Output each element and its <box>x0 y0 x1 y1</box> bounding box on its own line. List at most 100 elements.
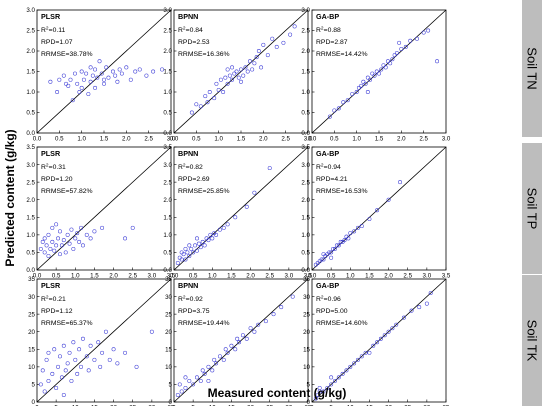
data-point <box>218 77 223 82</box>
x-tick-label: 0.5 <box>327 273 336 280</box>
rpd-label: RPD=1.12 <box>41 308 73 315</box>
r2-value: 0.84 <box>190 27 203 34</box>
y-tick-label: 0.5 <box>301 110 310 117</box>
data-point <box>334 243 339 248</box>
data-point <box>102 81 106 86</box>
x-tick-label: 0.0 <box>170 136 179 143</box>
data-point <box>367 217 372 222</box>
y-tick-label: 35 <box>28 276 35 283</box>
data-point <box>221 90 226 94</box>
y-tick-label: 30 <box>303 294 310 301</box>
data-point <box>193 243 198 248</box>
x-tick-label: 10 <box>72 405 79 406</box>
data-point <box>61 343 66 348</box>
data-point <box>65 232 70 237</box>
data-point <box>123 236 128 241</box>
scatter-panel: 0 0 5 5 10 10 15 15 20 20 25 25 30 30 35 35 BPNN R2=0.92 R… <box>165 276 312 406</box>
data-point <box>223 75 228 80</box>
data-point <box>183 246 188 251</box>
data-point <box>359 354 364 359</box>
data-point <box>59 243 64 248</box>
rpd-label: RPD=5.00 <box>316 308 348 315</box>
model-label: PLSR <box>41 281 61 290</box>
data-point <box>54 385 59 390</box>
x-tick-label: 1.0 <box>352 136 361 143</box>
x-tick-label: 35 <box>168 405 175 406</box>
data-point <box>229 343 234 348</box>
x-tick-label: 0.5 <box>330 136 339 143</box>
x-tick-label: 1.0 <box>71 273 80 280</box>
data-point <box>279 305 284 310</box>
data-point <box>230 77 235 82</box>
data-point <box>375 340 380 345</box>
data-point <box>217 354 222 359</box>
x-tick-label: 25 <box>266 405 273 406</box>
data-point <box>390 326 395 331</box>
data-point <box>223 347 228 352</box>
data-point <box>79 364 84 369</box>
data-point <box>210 368 215 373</box>
data-point <box>361 79 366 84</box>
y-tick-label: 0.5 <box>26 110 35 117</box>
data-point <box>341 100 346 105</box>
data-point <box>344 368 349 373</box>
strip-label: Soil TN <box>525 47 540 89</box>
data-point <box>239 79 243 84</box>
x-tick-label: 0 <box>310 405 314 406</box>
data-point <box>177 382 182 387</box>
data-point <box>398 180 403 185</box>
data-point <box>352 361 357 366</box>
data-point <box>179 257 184 262</box>
data-point <box>88 343 93 348</box>
y-tick-label: 3.0 <box>163 162 172 169</box>
data-point <box>68 77 73 82</box>
data-point <box>372 73 377 78</box>
data-point <box>332 378 337 383</box>
data-point <box>233 215 238 220</box>
model-label: BPNN <box>178 149 198 158</box>
data-point <box>386 197 391 202</box>
data-point <box>214 81 219 86</box>
x-tick-label: 0.5 <box>189 273 198 280</box>
y-tick-label: 2.5 <box>26 179 35 186</box>
data-point <box>106 75 111 80</box>
data-point <box>245 69 250 74</box>
y-tick-label: 10 <box>28 364 35 371</box>
data-point <box>88 79 93 84</box>
rrmse-label: RRMSE=65.37% <box>41 320 93 327</box>
data-point <box>96 340 101 345</box>
data-point <box>267 166 272 171</box>
data-point <box>134 364 139 369</box>
data-point <box>123 350 128 355</box>
data-point <box>375 208 380 213</box>
rrmse-label: RRMSE=19.44% <box>178 320 230 327</box>
data-point <box>38 382 43 387</box>
y-tick-label: 3.0 <box>163 7 172 14</box>
data-point <box>217 227 222 232</box>
data-point <box>288 32 293 37</box>
data-point <box>435 59 440 64</box>
data-point <box>64 81 69 86</box>
y-tick-label: 1.0 <box>163 89 172 96</box>
data-point <box>92 229 97 234</box>
one-to-one-line <box>36 278 172 403</box>
data-point <box>321 389 326 394</box>
data-point <box>57 252 62 257</box>
data-point <box>189 246 194 251</box>
data-point <box>86 92 91 97</box>
y-tick-label: 0.5 <box>163 110 172 117</box>
y-tick-label: 10 <box>165 364 172 371</box>
data-point <box>424 301 429 306</box>
x-tick-label: 20 <box>110 405 117 406</box>
y-axis-title: Predicted content (g/kg) <box>3 129 17 266</box>
rrmse-label: RRMSE=38.78% <box>41 51 93 58</box>
y-tick-label: 2.0 <box>301 48 310 55</box>
data-point <box>417 305 422 310</box>
data-point <box>313 396 318 401</box>
data-point <box>77 90 82 94</box>
y-tick-label: 2.5 <box>301 179 310 186</box>
data-point <box>187 243 192 248</box>
model-label: GA-BP <box>316 281 339 290</box>
data-point <box>191 250 196 255</box>
